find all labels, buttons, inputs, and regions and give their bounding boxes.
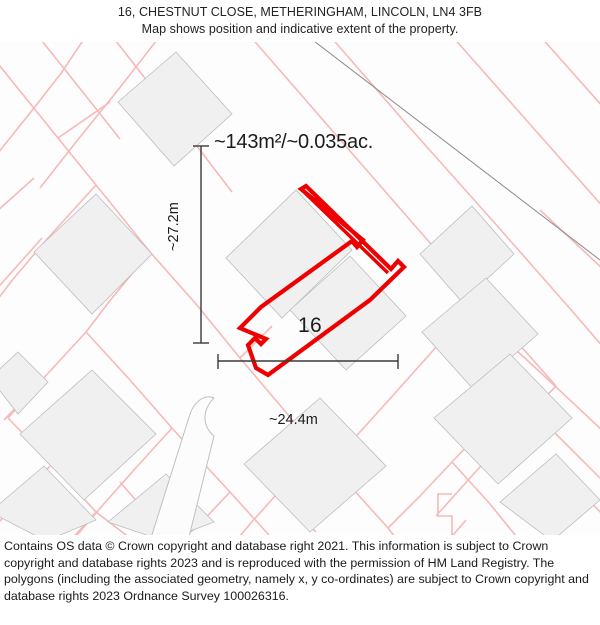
road-edge-lines [314, 42, 600, 261]
building-footprint [419, 205, 515, 303]
building-footprint [117, 51, 233, 167]
horizontal-dimension-label: ~24.4m [269, 412, 318, 428]
dimension-guides [193, 145, 399, 369]
property-boundary-polygon[interactable] [236, 183, 407, 378]
building-footprint [243, 397, 387, 533]
building-footprint [421, 277, 539, 391]
map-subtitle: Map shows position and indicative extent… [141, 22, 459, 36]
cul-de-sac-road [151, 396, 215, 535]
property-boundary-strip [300, 188, 390, 275]
building-footprint [225, 189, 353, 319]
area-label: ~143m²/~0.035ac. [214, 131, 374, 153]
map-vector-layer [0, 42, 600, 535]
building-footprint [433, 353, 573, 485]
building-footprint [19, 369, 157, 501]
building-footprint [289, 255, 407, 371]
page-footer: Contains OS data © Crown copyright and d… [0, 535, 600, 625]
property-address: 16, CHESTNUT CLOSE, METHERINGHAM, LINCOL… [117, 5, 483, 19]
plot-number-label: 16 [298, 314, 322, 337]
building-footprint [0, 465, 97, 535]
map-canvas[interactable]: ~143m²/~0.035ac. 16 ~27.2m ~24.4m [0, 42, 600, 535]
building-footprint [0, 351, 49, 415]
page-header: 16, CHESTNUT CLOSE, METHERINGHAM, LINCOL… [0, 0, 600, 42]
building-footprint [33, 193, 153, 315]
vertical-dimension-label: ~27.2m [166, 202, 182, 251]
copyright-notice: Contains OS data © Crown copyright and d… [4, 539, 589, 603]
building-footprints [0, 51, 600, 535]
building-footprint [499, 453, 600, 535]
